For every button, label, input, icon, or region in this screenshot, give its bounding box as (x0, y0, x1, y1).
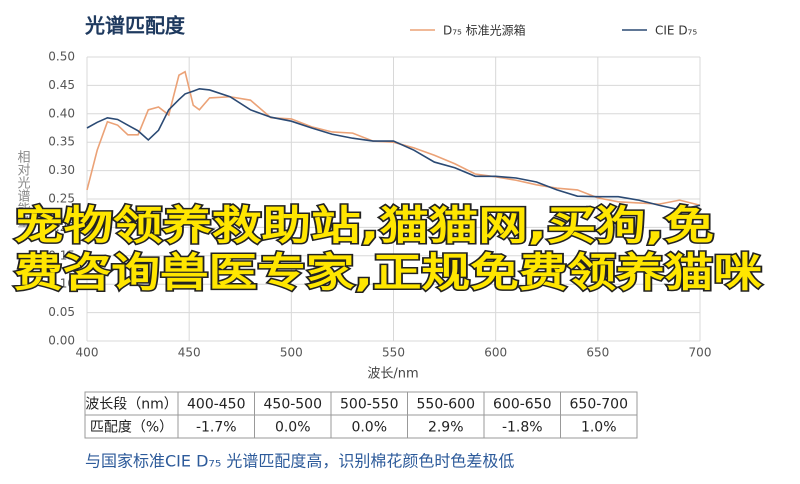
x-tick-label: 700 (689, 346, 712, 360)
y-tick-label: 0.00 (48, 334, 75, 348)
table-text: -1.7% (196, 420, 237, 436)
overlay-text: 费咨询兽医专家,正规免费领养猫咪 (14, 250, 762, 296)
y-tick-label: 0.30 (48, 163, 75, 177)
x-tick-label: 500 (280, 346, 303, 360)
x-tick-label: 400 (76, 346, 99, 360)
y-tick-label: 0.45 (48, 78, 75, 92)
y-tick-label: 0.20 (48, 220, 75, 234)
x-tick-label: 650 (586, 346, 609, 360)
table-text: 1.0% (581, 420, 617, 436)
table-text: 550-600 (417, 397, 476, 413)
table-text: 0.0% (275, 420, 311, 436)
x-tick-label: 450 (178, 346, 201, 360)
legend-label: CIE D₇₅ (655, 24, 697, 38)
x-tick-label: 600 (484, 346, 507, 360)
table-text: 匹配度（%） (90, 420, 173, 436)
overlay-text: 宠物领养救助站,猫猫网,买狗,免 (14, 203, 714, 249)
table-text: 0.0% (351, 420, 387, 436)
table-text: 波长段（nm） (85, 397, 178, 413)
y-tick-label: 0.25 (48, 192, 75, 206)
table-text: 600-650 (493, 397, 552, 413)
series-line (86, 87, 701, 211)
x-axis-label: 波长/nm (367, 367, 418, 382)
table-text: 650-700 (570, 397, 629, 413)
y-tick-label: 0.05 (48, 305, 75, 319)
table-cell (560, 414, 638, 439)
y-tick-label: 0.40 (48, 106, 75, 120)
y-tick-label: 0.35 (48, 135, 75, 149)
y-tick-label: 0.50 (48, 50, 75, 64)
caption: 与国家标准CIE D₇₅ 光谱匹配度高，识别棉花颜色时色差极低 (85, 452, 514, 471)
y-axis-label: 相对光谱能量 (15, 150, 31, 228)
table-text: 400-450 (187, 397, 246, 413)
chart-title: 光谱匹配度 (84, 14, 186, 38)
table-text: 450-500 (264, 397, 323, 413)
x-tick-label: 550 (382, 346, 405, 360)
table-text: -1.8% (502, 420, 543, 436)
series-line (86, 70, 701, 207)
table-text: 500-550 (340, 397, 399, 413)
y-tick-label: 0.15 (48, 248, 75, 262)
legend-label: D₇₅ 标准光源箱 (443, 23, 526, 38)
y-tick-label: 0.10 (48, 277, 75, 291)
table-text: 2.9% (428, 420, 464, 436)
